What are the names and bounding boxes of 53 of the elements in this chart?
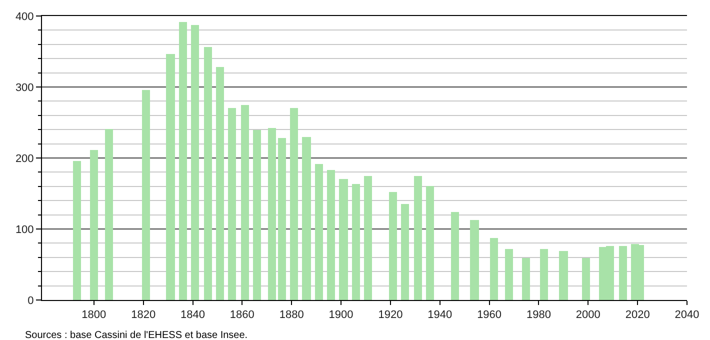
- x-tick-label: 1840: [180, 309, 205, 322]
- x-tick-label: 1880: [279, 309, 304, 322]
- bar: [204, 47, 212, 300]
- bar: [90, 150, 98, 300]
- bar: [339, 179, 348, 300]
- y-tick-label: 300: [15, 82, 34, 94]
- bar: [352, 184, 360, 300]
- x-tick-label: 1820: [131, 309, 156, 322]
- bar: [179, 22, 187, 300]
- bar: [389, 192, 397, 300]
- bar: [216, 67, 224, 300]
- bar: [619, 246, 627, 300]
- bar: [191, 25, 199, 300]
- y-tick-label: 400: [15, 10, 34, 23]
- x-tick-label: 2000: [576, 309, 600, 322]
- x-tick-label: 1920: [378, 309, 403, 322]
- source-note: Sources : base Cassini de l'EHESS et base Insee.: [25, 330, 248, 340]
- bar: [401, 204, 409, 300]
- bar: [166, 54, 175, 300]
- bar: [451, 212, 459, 300]
- bar: [505, 249, 513, 300]
- bar: [364, 176, 372, 300]
- bar: [315, 164, 323, 300]
- x-tick-label: 2040: [674, 309, 700, 322]
- bar: [253, 130, 261, 300]
- bar: [490, 238, 498, 300]
- bar: [540, 249, 548, 300]
- x-tick-label: 1960: [477, 309, 502, 322]
- bar: [470, 220, 479, 300]
- x-tick-label: 1900: [328, 309, 354, 322]
- y-tick-label: 0: [28, 294, 34, 307]
- bar: [268, 128, 276, 300]
- x-tick-label: 1860: [230, 309, 254, 322]
- x-tick-label: 2020: [625, 309, 650, 322]
- bar: [582, 258, 590, 300]
- bar: [73, 161, 81, 300]
- bar: [278, 138, 286, 300]
- bar: [142, 90, 150, 300]
- bar: [241, 105, 249, 300]
- bar: [414, 176, 422, 300]
- bar: [105, 129, 113, 300]
- bar: [559, 251, 568, 300]
- x-tick-label: 1940: [428, 309, 452, 322]
- bar: [327, 170, 335, 300]
- bar: [426, 186, 434, 300]
- x-tick-label: 1980: [526, 309, 551, 322]
- bar: [228, 108, 236, 300]
- bar: [302, 137, 311, 300]
- y-tick-label: 100: [15, 224, 34, 236]
- bar: [522, 258, 530, 300]
- x-tick-label: 1800: [82, 309, 106, 322]
- y-tick-label: 200: [15, 152, 34, 165]
- bar: [290, 108, 298, 300]
